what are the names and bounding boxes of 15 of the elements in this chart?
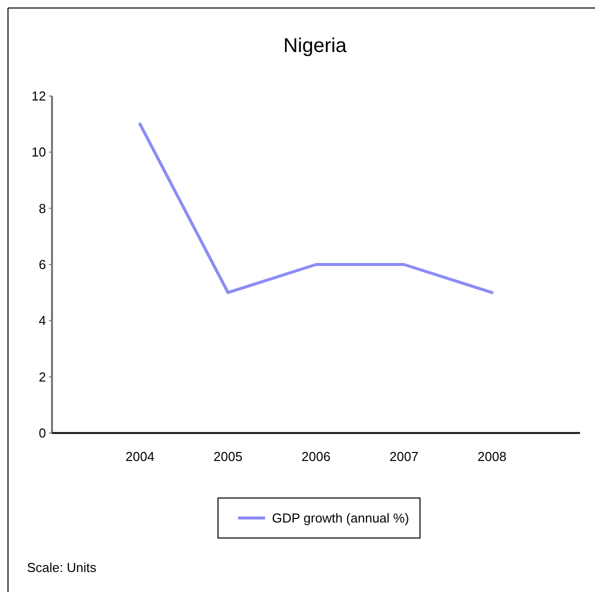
y-tick-label: 8 (38, 200, 46, 216)
y-tick-label: 2 (38, 369, 46, 384)
text: Scale: Units (27, 560, 97, 575)
x-tick-label: 2006 (302, 449, 330, 464)
y-tick-label: 12 (32, 88, 46, 104)
legend-label: GDP growth (annual %) (272, 510, 410, 526)
y-tick-label: 6 (38, 257, 46, 272)
y-tick-label: 0 (38, 426, 46, 441)
x-tick-label: 2007 (390, 449, 418, 464)
x-tick-label: 2004 (126, 449, 154, 464)
y-tick-label: 4 (38, 313, 46, 328)
chart-title: Nigeria (283, 35, 348, 57)
y-tick-label: 10 (32, 144, 46, 160)
x-tick-label: 2005 (214, 449, 242, 464)
x-tick-label: 2008 (478, 449, 506, 464)
